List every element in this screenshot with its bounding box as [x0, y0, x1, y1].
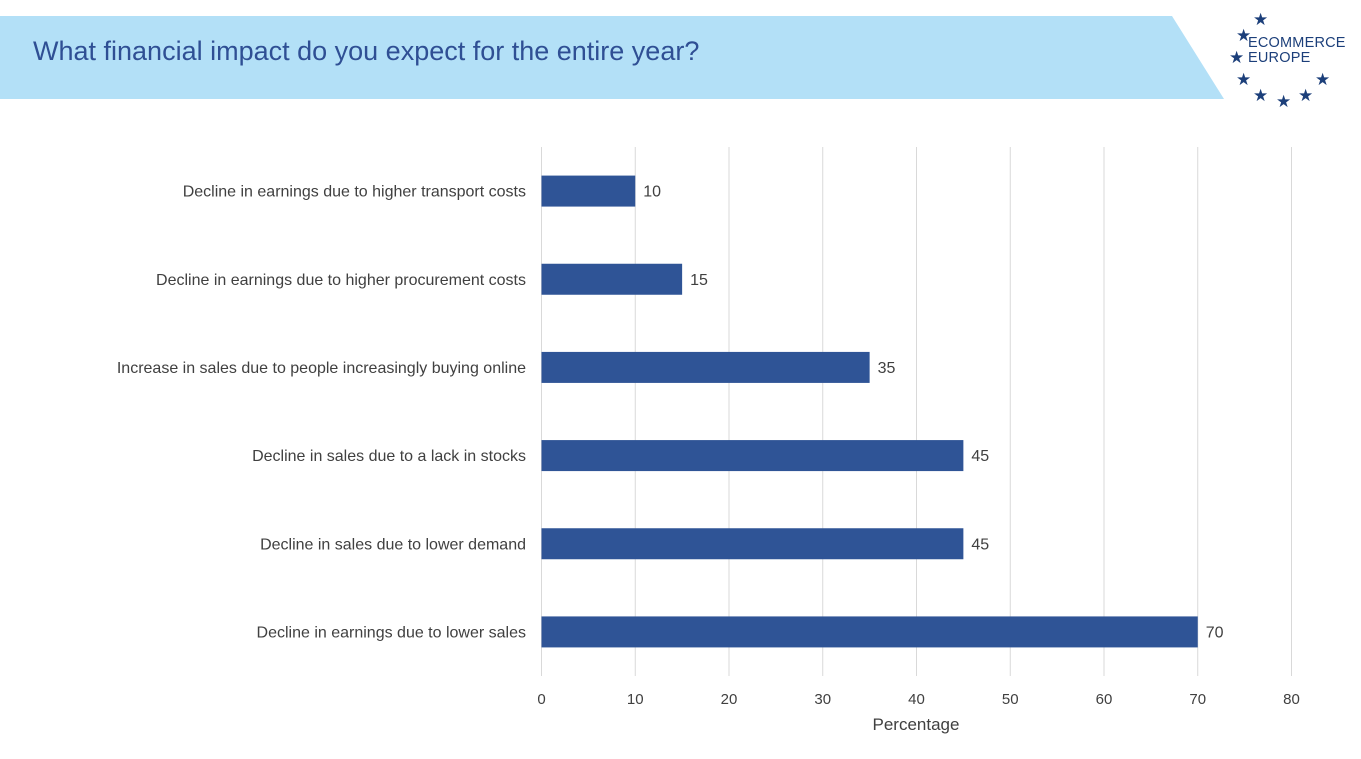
- star-icon: ★: [1236, 26, 1252, 45]
- x-tick-label: 40: [908, 691, 925, 708]
- bar: [541, 263, 683, 295]
- page-title: What financial impact do you expect for …: [33, 36, 700, 66]
- category-label: Decline in earnings due to lower sales: [257, 624, 526, 641]
- x-tick-label: 50: [1002, 691, 1019, 708]
- star-icon: ★: [1298, 86, 1314, 105]
- bar: [541, 351, 870, 383]
- x-axis-title: Percentage: [873, 715, 960, 734]
- x-tick-label: 10: [627, 691, 644, 708]
- bar: [541, 616, 1198, 648]
- x-tick-label: 30: [814, 691, 831, 708]
- title-banner: [0, 16, 1224, 99]
- data-label: 10: [643, 184, 661, 201]
- x-tick-label: 0: [537, 691, 545, 708]
- bars: [541, 175, 1198, 648]
- star-icon: ★: [1229, 48, 1245, 67]
- category-label: Decline in sales due to a lack in stocks: [252, 448, 526, 465]
- star-icon: ★: [1236, 70, 1252, 89]
- x-tick-label: 60: [1096, 691, 1113, 708]
- bar: [541, 528, 964, 560]
- data-label: 70: [1206, 624, 1224, 641]
- data-label: 45: [971, 448, 989, 465]
- category-label: Decline in earnings due to higher transp…: [183, 184, 526, 201]
- category-label: Increase in sales due to people increasi…: [117, 360, 526, 377]
- x-tick-label: 80: [1283, 691, 1300, 708]
- x-tick-label: 70: [1189, 691, 1206, 708]
- star-icon: ★: [1253, 10, 1269, 29]
- category-label: Decline in sales due to lower demand: [260, 536, 526, 553]
- star-icon: ★: [1253, 86, 1269, 105]
- star-icon: ★: [1276, 92, 1292, 111]
- data-label: 15: [690, 272, 708, 289]
- ecommerce-europe-logo: ★ ★ ★ ★ ★ ★ ★ ★ ECOMMERCE EUROPE: [1226, 8, 1356, 112]
- grid-lines: [541, 147, 1292, 676]
- data-label: 45: [971, 536, 989, 553]
- logo-text-line1: ECOMMERCE: [1248, 35, 1346, 51]
- star-icon: ★: [1315, 70, 1331, 89]
- logo-text-line2: EUROPE: [1248, 50, 1311, 66]
- data-label: 35: [878, 360, 896, 377]
- labels: 0 10 20 30 40 50 60 70 80 Decline in earnings due…: [117, 184, 1300, 708]
- category-label: Decline in earnings due to higher procur…: [156, 272, 526, 289]
- bar: [541, 175, 636, 207]
- x-tick-label: 20: [721, 691, 738, 708]
- bar: [541, 440, 964, 472]
